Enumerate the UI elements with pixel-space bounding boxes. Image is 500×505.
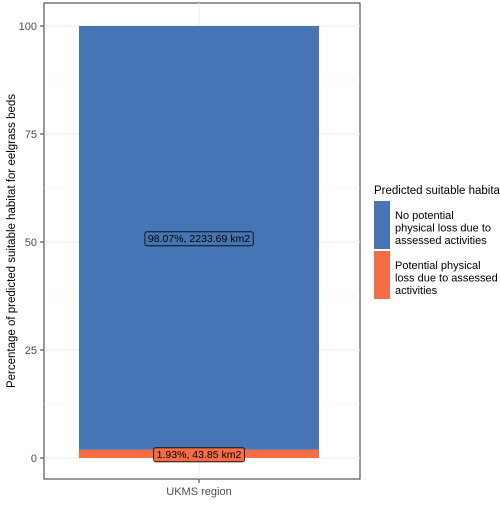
data-label-box-2 (144, 231, 254, 247)
y-tick-label: 75 (25, 129, 37, 141)
y-tick-label: 100 (19, 21, 37, 33)
legend-key-1 (374, 201, 390, 249)
legend-label-2: Potential physical loss due to assessed ac… (395, 260, 498, 297)
y-axis-title: Percentage of predicted suitable habitat… (6, 94, 18, 388)
legend-key-2 (374, 251, 390, 299)
y-tick-label: 25 (25, 345, 37, 357)
legend-label-1: No potential physical loss due to assessed… (395, 210, 491, 247)
data-label-2: 98.07%, 2233.69 km2 (148, 233, 250, 245)
y-tick-label: 0 (31, 453, 37, 465)
legend-title: Predicted suitable habitat (374, 185, 500, 197)
data-label-box-1 (153, 447, 245, 463)
data-label-1: 1.93%, 43.85 km2 (157, 449, 242, 461)
y-tick-label: 50 (25, 237, 37, 249)
x-tick-label: UKMS region (166, 486, 231, 498)
